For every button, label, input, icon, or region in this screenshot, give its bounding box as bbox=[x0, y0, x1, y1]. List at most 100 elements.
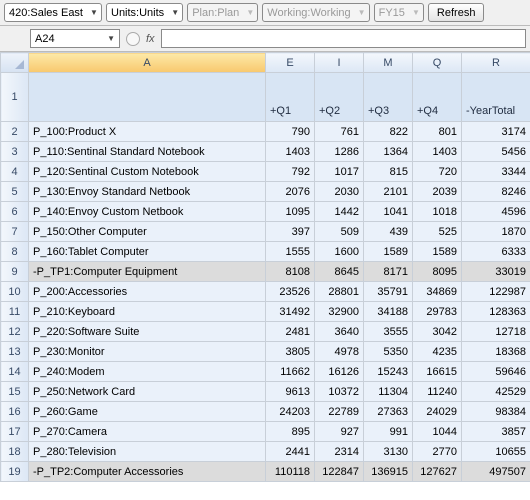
data-cell[interactable]: 34188 bbox=[364, 302, 413, 322]
name-box[interactable]: A24 ▼ bbox=[30, 29, 120, 48]
row-header[interactable]: 14 bbox=[1, 362, 29, 382]
data-cell[interactable]: 1589 bbox=[364, 242, 413, 262]
row-label[interactable]: -P_TP1:Computer Equipment bbox=[29, 262, 266, 282]
data-cell[interactable]: 11240 bbox=[413, 382, 462, 402]
data-cell[interactable]: 2314 bbox=[315, 442, 364, 462]
row-label[interactable]: P_260:Game bbox=[29, 402, 266, 422]
data-cell[interactable]: 136915 bbox=[364, 462, 413, 482]
column-header[interactable]: E bbox=[266, 53, 315, 73]
data-cell[interactable]: 397 bbox=[266, 222, 315, 242]
data-cell[interactable]: 1870 bbox=[462, 222, 530, 242]
row-header[interactable]: 4 bbox=[1, 162, 29, 182]
data-cell[interactable]: 1044 bbox=[413, 422, 462, 442]
row-label[interactable]: P_130:Envoy Standard Netbook bbox=[29, 182, 266, 202]
data-cell[interactable]: 28801 bbox=[315, 282, 364, 302]
data-cell[interactable]: 5350 bbox=[364, 342, 413, 362]
data-cell[interactable]: 24203 bbox=[266, 402, 315, 422]
data-cell[interactable]: 128363 bbox=[462, 302, 530, 322]
row-header[interactable]: 1 bbox=[1, 73, 29, 122]
column-header[interactable]: M bbox=[364, 53, 413, 73]
data-cell[interactable]: 10655 bbox=[462, 442, 530, 462]
data-cell[interactable]: 1600 bbox=[315, 242, 364, 262]
row-header[interactable]: 13 bbox=[1, 342, 29, 362]
data-cell[interactable]: 1041 bbox=[364, 202, 413, 222]
data-cell[interactable]: 3640 bbox=[315, 322, 364, 342]
data-cell[interactable]: 2030 bbox=[315, 182, 364, 202]
data-cell[interactable]: 790 bbox=[266, 122, 315, 142]
data-cell[interactable]: 525 bbox=[413, 222, 462, 242]
data-cell[interactable]: 2101 bbox=[364, 182, 413, 202]
data-cell[interactable]: 3555 bbox=[364, 322, 413, 342]
data-cell[interactable]: 59646 bbox=[462, 362, 530, 382]
cancel-formula-icon[interactable] bbox=[126, 32, 140, 46]
row-label[interactable]: P_140:Envoy Custom Netbook bbox=[29, 202, 266, 222]
data-cell[interactable]: 23526 bbox=[266, 282, 315, 302]
data-cell[interactable]: 1095 bbox=[266, 202, 315, 222]
data-cell[interactable]: 2039 bbox=[413, 182, 462, 202]
data-cell[interactable]: 16615 bbox=[413, 362, 462, 382]
data-cell[interactable]: 3857 bbox=[462, 422, 530, 442]
formula-bar[interactable] bbox=[161, 29, 526, 48]
row-label[interactable]: P_270:Camera bbox=[29, 422, 266, 442]
row-label[interactable]: P_220:Software Suite bbox=[29, 322, 266, 342]
data-cell[interactable]: 2770 bbox=[413, 442, 462, 462]
row-label[interactable]: P_200:Accessories bbox=[29, 282, 266, 302]
data-cell[interactable]: 31492 bbox=[266, 302, 315, 322]
row-header[interactable]: 2 bbox=[1, 122, 29, 142]
row-header[interactable]: 18 bbox=[1, 442, 29, 462]
pov-combo[interactable]: Units:Units▼ bbox=[106, 3, 183, 22]
data-cell[interactable]: 34869 bbox=[413, 282, 462, 302]
data-cell[interactable]: 815 bbox=[364, 162, 413, 182]
data-cell[interactable]: 2481 bbox=[266, 322, 315, 342]
row-header[interactable]: 7 bbox=[1, 222, 29, 242]
data-cell[interactable]: 3130 bbox=[364, 442, 413, 462]
row-label[interactable]: P_280:Television bbox=[29, 442, 266, 462]
data-cell[interactable]: 822 bbox=[364, 122, 413, 142]
data-cell[interactable]: 29783 bbox=[413, 302, 462, 322]
data-cell[interactable]: 11304 bbox=[364, 382, 413, 402]
data-cell[interactable]: 122847 bbox=[315, 462, 364, 482]
data-cell[interactable]: 1403 bbox=[266, 142, 315, 162]
refresh-button[interactable]: Refresh bbox=[428, 3, 485, 22]
row-label[interactable]: P_160:Tablet Computer bbox=[29, 242, 266, 262]
data-cell[interactable]: 5456 bbox=[462, 142, 530, 162]
data-cell[interactable]: 2076 bbox=[266, 182, 315, 202]
row-label[interactable]: P_240:Modem bbox=[29, 362, 266, 382]
data-cell[interactable]: 8246 bbox=[462, 182, 530, 202]
column-header[interactable]: A bbox=[29, 53, 266, 73]
data-cell[interactable]: 27363 bbox=[364, 402, 413, 422]
data-cell[interactable]: 509 bbox=[315, 222, 364, 242]
data-cell[interactable]: 24029 bbox=[413, 402, 462, 422]
row-header[interactable]: 12 bbox=[1, 322, 29, 342]
row-label[interactable]: P_120:Sentinal Custom Notebook bbox=[29, 162, 266, 182]
row-header[interactable]: 17 bbox=[1, 422, 29, 442]
data-cell[interactable]: 8171 bbox=[364, 262, 413, 282]
data-cell[interactable]: 1403 bbox=[413, 142, 462, 162]
fx-label[interactable]: fx bbox=[146, 33, 155, 45]
data-cell[interactable]: 3042 bbox=[413, 322, 462, 342]
row-header[interactable]: 5 bbox=[1, 182, 29, 202]
data-cell[interactable]: 991 bbox=[364, 422, 413, 442]
data-cell[interactable]: 32900 bbox=[315, 302, 364, 322]
data-cell[interactable]: 22789 bbox=[315, 402, 364, 422]
data-cell[interactable]: 110118 bbox=[266, 462, 315, 482]
data-cell[interactable]: 8095 bbox=[413, 262, 462, 282]
column-header[interactable]: R bbox=[462, 53, 530, 73]
column-header[interactable]: I bbox=[315, 53, 364, 73]
row-label[interactable]: P_110:Sentinal Standard Notebook bbox=[29, 142, 266, 162]
pov-combo[interactable]: 420:Sales East▼ bbox=[4, 3, 102, 22]
data-cell[interactable]: 3805 bbox=[266, 342, 315, 362]
row-header[interactable]: 3 bbox=[1, 142, 29, 162]
data-cell[interactable]: 3344 bbox=[462, 162, 530, 182]
row-header[interactable]: 9 bbox=[1, 262, 29, 282]
row-label[interactable]: -P_TP2:Computer Accessories bbox=[29, 462, 266, 482]
row-label[interactable]: P_230:Monitor bbox=[29, 342, 266, 362]
data-cell[interactable]: 8108 bbox=[266, 262, 315, 282]
data-cell[interactable]: 16126 bbox=[315, 362, 364, 382]
row-header[interactable]: 15 bbox=[1, 382, 29, 402]
data-cell[interactable]: 761 bbox=[315, 122, 364, 142]
data-cell[interactable]: 9613 bbox=[266, 382, 315, 402]
data-cell[interactable]: 11662 bbox=[266, 362, 315, 382]
select-all-corner[interactable] bbox=[1, 53, 29, 73]
data-cell[interactable]: 1442 bbox=[315, 202, 364, 222]
